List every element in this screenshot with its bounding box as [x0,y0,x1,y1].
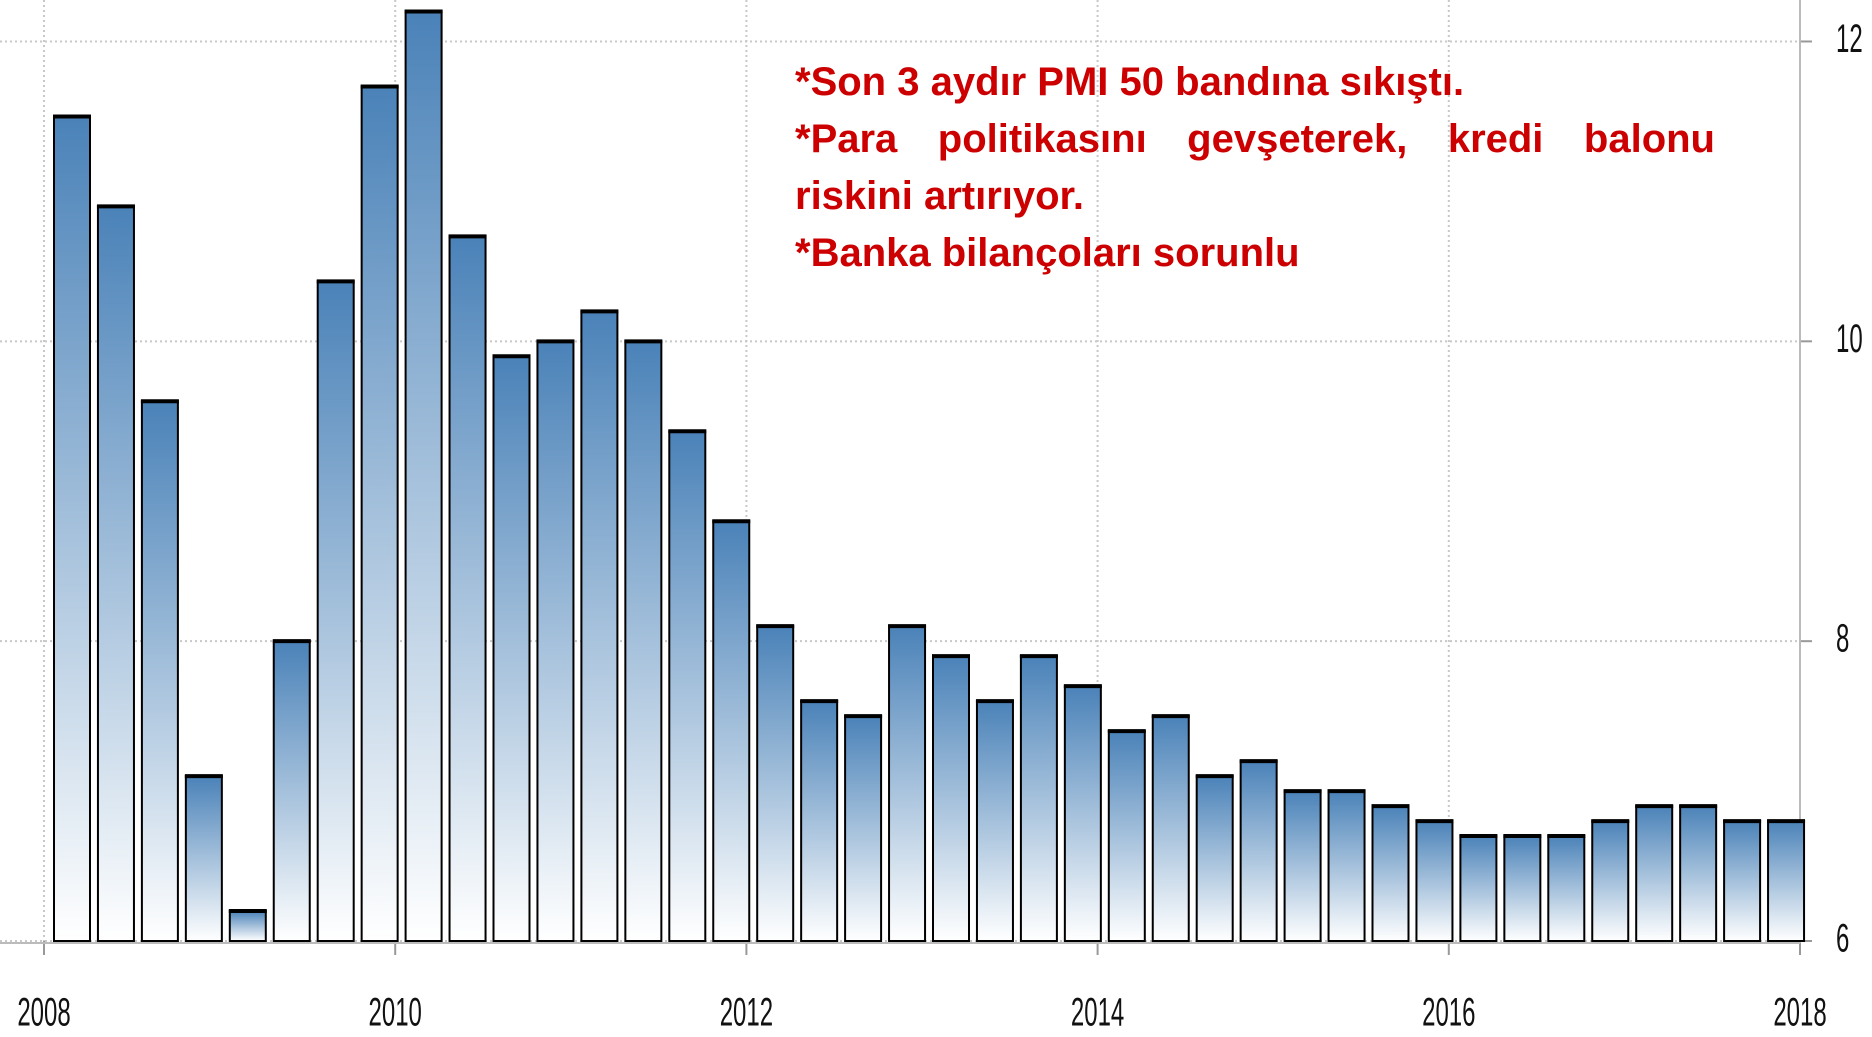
bar [1591,820,1630,943]
bar [1151,715,1190,942]
bar [668,430,707,942]
bar [1063,685,1102,942]
bar [844,715,883,942]
bar [624,340,663,942]
x-tick-label: 2018 [1773,989,1826,1034]
bar [712,520,751,942]
bar [184,775,223,943]
y-tick-label: 12 [1836,16,1863,61]
bar [756,625,795,943]
bar [1195,775,1234,943]
y-tick-label: 10 [1836,316,1863,361]
bar [932,655,970,942]
x-tick-label: 2008 [17,989,70,1034]
annotation: *Son 3 aydır PMI 50 bandına sıkıştı. *Par… [795,54,1715,282]
bar [448,235,487,943]
bar [888,625,927,943]
bar [1503,835,1542,943]
annotation-line: *Son 3 aydır PMI 50 bandına sıkıştı. [795,60,1465,104]
bar [1019,655,1058,942]
bar [228,910,267,942]
bar [96,205,135,942]
bar [1107,730,1146,942]
bar [1459,835,1498,943]
bar [1327,790,1366,943]
bar [1371,805,1410,943]
bar [272,640,311,942]
bar [316,280,355,942]
y-tick-label: 6 [1836,915,1849,960]
x-tick-label: 2010 [369,989,422,1034]
bar [1547,835,1586,943]
y-tick-label: 8 [1836,615,1849,660]
bar [1679,805,1718,943]
x-tick-label: 2014 [1071,989,1124,1034]
x-tick-label: 2016 [1422,989,1475,1034]
bar [140,400,179,942]
bar [1239,760,1278,943]
bar [975,700,1014,942]
bar [1415,820,1454,943]
bar [536,340,575,942]
bar [800,700,839,942]
bar [1723,820,1762,943]
bar [53,115,91,942]
bar [404,10,443,943]
bar [1283,790,1322,943]
bar [580,310,619,942]
annotation-line: *Banka bilançoları sorunlu [795,231,1300,275]
bar [360,85,399,943]
annotation-line: *Para politikasını gevşeterek, kredi bal… [795,117,1715,218]
x-tick-label: 2012 [720,989,773,1034]
bar [1767,820,1806,943]
bar [492,355,531,942]
bar [1635,805,1674,943]
